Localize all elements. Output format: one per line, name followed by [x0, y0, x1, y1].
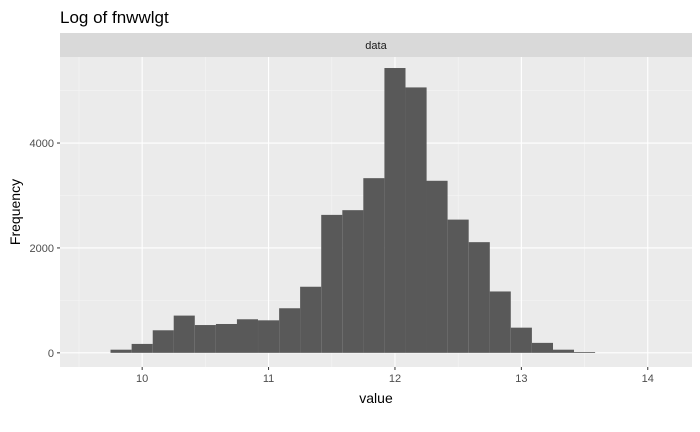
x-axis-ticks: 10 11 12 13 14	[136, 367, 654, 385]
histogram-bar	[173, 315, 195, 353]
chart-title: Log of fnwwlgt	[60, 8, 169, 27]
histogram-bar	[131, 343, 153, 353]
histogram-bar	[405, 87, 427, 353]
x-axis-title: value	[359, 390, 393, 406]
y-tick-label: 2000	[30, 243, 54, 255]
x-tick-label: 10	[136, 373, 148, 385]
x-tick-label: 13	[515, 373, 527, 385]
histogram-bar	[300, 286, 322, 353]
histogram-bar	[215, 323, 238, 353]
histogram-bar	[194, 325, 216, 353]
histogram-bar	[574, 352, 596, 353]
x-tick-label: 11	[263, 373, 274, 385]
histogram-bar	[342, 210, 364, 353]
x-tick-label: 14	[642, 373, 654, 385]
histogram-bar	[236, 319, 258, 353]
histogram-bar	[384, 68, 406, 353]
x-tick-label: 12	[389, 373, 401, 385]
histogram-bar	[321, 214, 343, 353]
histogram-bar	[363, 178, 385, 353]
y-axis-title: Frequency	[7, 179, 23, 245]
facet-strip	[60, 33, 692, 57]
histogram-bar	[279, 308, 301, 353]
histogram-bar	[258, 320, 280, 353]
histogram-bar	[552, 349, 574, 353]
histogram-bar	[426, 180, 448, 353]
y-tick-label: 0	[48, 348, 54, 360]
histogram-bar	[152, 330, 174, 353]
facet-label: data	[365, 40, 387, 52]
histogram-bar	[468, 242, 490, 353]
histogram-bar	[510, 327, 532, 353]
histogram-bar	[531, 342, 554, 353]
histogram-bar	[447, 219, 469, 353]
y-tick-label: 4000	[30, 138, 54, 150]
histogram-bar	[489, 291, 511, 353]
histogram-bars	[110, 68, 596, 353]
y-axis-ticks: 0 2000 4000	[30, 138, 60, 360]
histogram-bar	[110, 349, 132, 353]
